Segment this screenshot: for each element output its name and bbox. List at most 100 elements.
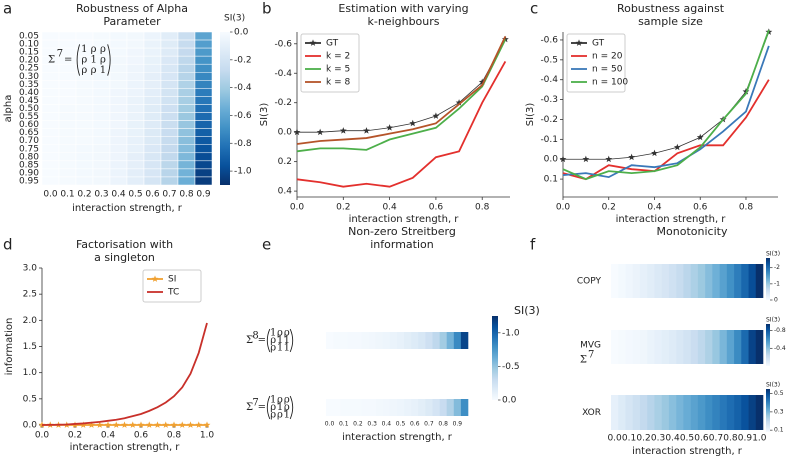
row-label: XOR <box>582 408 601 418</box>
heatmap-cell <box>160 168 179 178</box>
y-tick-label: 0.35 <box>19 80 39 90</box>
heatmap-cell <box>425 399 433 416</box>
heatmap-cell <box>194 72 213 81</box>
heatmap-cell <box>654 395 662 430</box>
matrix-entry: ρ <box>91 65 97 76</box>
x-tick-label: 0.6 <box>694 434 709 444</box>
y-tick-label: 0.95 <box>19 176 39 186</box>
matrix-symbol: Σ <box>48 55 55 66</box>
heatmap-cell <box>41 72 60 81</box>
heatmap-cell <box>75 152 94 162</box>
matrix-entry: ρ <box>270 343 276 354</box>
heatmap-cell <box>647 330 655 364</box>
heatmap-cell <box>676 264 684 298</box>
legend-label: k = 5 <box>326 65 350 75</box>
colorbar-tick-label: 0.3 <box>774 408 784 415</box>
matrix-entry: ρ <box>100 55 106 66</box>
heatmap-cell <box>361 332 369 349</box>
heatmap-cell <box>92 168 111 178</box>
heatmap-cell <box>41 39 60 49</box>
legend-label: n = 50 <box>592 65 623 75</box>
heatmap-cell <box>177 152 196 162</box>
heatmap-cell <box>368 399 376 416</box>
colorbar <box>766 258 770 300</box>
x-tick-label: 0.2 <box>353 421 363 428</box>
matrix-bracket <box>76 44 81 76</box>
heatmap-cell <box>397 399 405 416</box>
heatmap-cell <box>58 96 77 105</box>
heatmap-cell <box>109 31 128 41</box>
heatmap-cell <box>92 136 111 145</box>
heatmap-cell <box>460 399 469 416</box>
x-axis-label: interaction strength, r <box>616 214 727 225</box>
heatmap-cell <box>683 264 691 298</box>
heatmap-cell <box>354 332 362 349</box>
heatmap-cell <box>432 332 440 349</box>
legend-box <box>300 33 360 93</box>
point-marker <box>112 421 120 428</box>
heatmap-cell <box>109 88 128 97</box>
colorbar-tick-label: -0.4 <box>234 83 252 93</box>
y-tick-label: 0.45 <box>19 96 39 106</box>
heatmap-cell <box>354 399 362 416</box>
chart-title: Factorisation with <box>76 238 173 251</box>
heatmap-cell <box>58 31 77 41</box>
heatmap-cell <box>177 112 196 121</box>
heatmap-cell <box>92 104 111 113</box>
heatmap-cell <box>194 160 213 170</box>
heatmap-cell <box>126 144 145 154</box>
heatmap-cell <box>446 332 455 349</box>
heatmap-cell <box>92 160 111 170</box>
y-tick-label: 0.90 <box>19 168 39 178</box>
colorbar-tick-label: 0.0 <box>502 396 517 406</box>
y-axis-label: SI(3) <box>525 103 536 127</box>
heatmap-cell <box>375 332 384 349</box>
y-tick-label: 0.50 <box>19 104 39 114</box>
point-marker <box>582 155 590 163</box>
heatmap-cell <box>453 332 462 349</box>
y-tick-label: 0.40 <box>19 88 39 98</box>
matrix-entry: ρ <box>81 55 87 66</box>
heatmap-cell <box>734 264 742 298</box>
point-marker <box>137 421 145 428</box>
heatmap-cell <box>143 72 162 81</box>
x-tick-label: 1.0 <box>752 434 767 444</box>
matrix-bracket <box>289 328 294 353</box>
heatmap-cell <box>92 96 111 105</box>
heatmap-cell <box>92 120 111 129</box>
matrix-superscript: 7 <box>252 398 258 409</box>
heatmap-cell <box>58 176 77 186</box>
heatmap-cell <box>611 330 619 364</box>
heatmap-cell <box>668 264 677 298</box>
x-tick-label: 0.4 <box>101 431 116 441</box>
heatmap-cell <box>160 47 179 57</box>
heatmap-cell <box>177 47 196 57</box>
y-tick-label: 0.4 <box>278 187 293 197</box>
chart-title: Estimation with varying <box>338 2 468 15</box>
colorbar <box>220 32 230 185</box>
heatmap-cell <box>160 104 179 113</box>
heatmap-cell <box>748 330 757 364</box>
x-tick-label: 0.4 <box>665 434 680 444</box>
heatmap-cell <box>382 399 391 416</box>
heatmap-cell <box>92 112 111 121</box>
heatmap-cell <box>177 144 196 154</box>
series-line <box>296 36 507 145</box>
y-tick-label: -0.6 <box>274 39 292 49</box>
heatmap-cell <box>75 128 94 137</box>
heatmap-cell <box>109 63 128 73</box>
heatmap-cell <box>160 144 179 154</box>
heatmap-cell <box>177 39 196 49</box>
heatmap-cell <box>741 395 749 430</box>
matrix-relation: = <box>258 402 266 413</box>
heatmap-cell <box>654 330 662 364</box>
y-tick-label: 0.65 <box>19 128 39 138</box>
x-tick-label: 0.9 <box>738 434 753 444</box>
colorbar-tick-label: 0.5 <box>774 390 784 397</box>
point-marker <box>696 133 704 141</box>
point-marker <box>501 35 509 43</box>
colorbar <box>766 324 770 366</box>
heatmap-cell <box>143 104 162 113</box>
heatmap-cell <box>41 168 60 178</box>
heatmap-cell <box>194 55 213 65</box>
